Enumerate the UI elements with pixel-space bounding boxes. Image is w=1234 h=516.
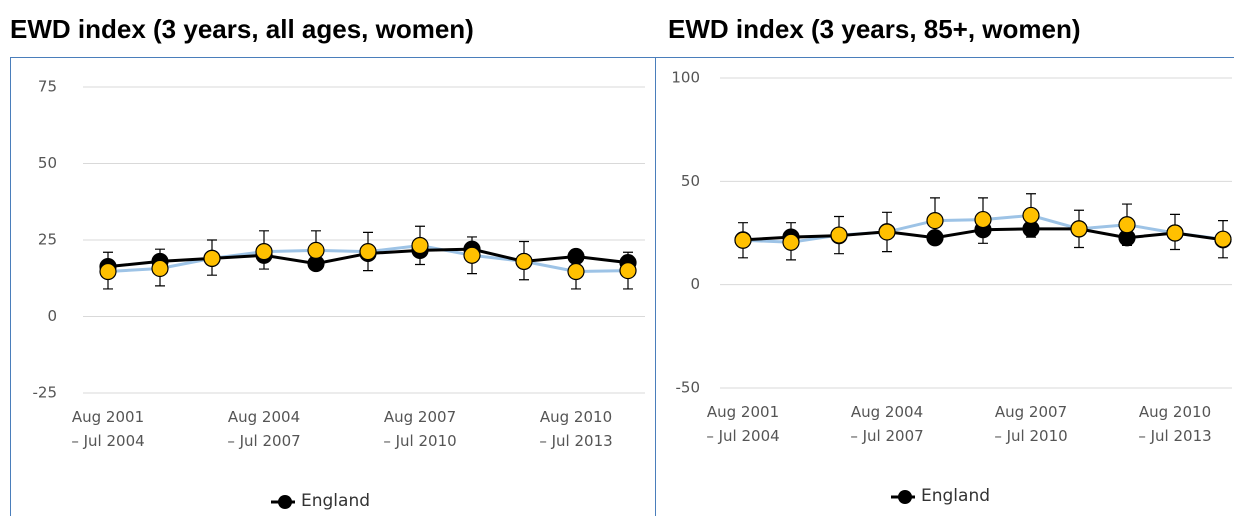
y-tick-label: 100 <box>671 69 700 87</box>
point <box>99 262 117 281</box>
x-tick-label: Aug 2001 – Jul 2004 <box>706 403 780 445</box>
legend-label: England <box>921 486 991 506</box>
y-tick-label: 75 <box>38 78 57 96</box>
y-tick-label: 50 <box>681 172 700 190</box>
y-tick-label: -25 <box>33 384 58 402</box>
x-tick-label: Aug 2007 – Jul 2010 <box>994 403 1068 445</box>
y-tick-label: -50 <box>676 379 701 397</box>
point <box>782 233 800 251</box>
point <box>619 262 637 280</box>
y-tick-label: 25 <box>38 231 57 249</box>
legend-marker <box>278 495 292 509</box>
point <box>1214 230 1232 248</box>
x-tick-label: Aug 2004 – Jul 2007 <box>850 403 924 445</box>
x-tick-label: Aug 2010 – Jul 2013 <box>1138 403 1212 445</box>
point <box>926 212 944 230</box>
point <box>307 241 325 260</box>
point <box>878 223 896 241</box>
legend-label: England <box>301 491 371 511</box>
point <box>1118 216 1136 234</box>
point <box>734 231 752 249</box>
y-tick-label: 50 <box>38 154 57 172</box>
x-tick-label: Aug 2001 – Jul 2004 <box>71 408 145 450</box>
x-tick-label: Aug 2010 – Jul 2013 <box>539 408 613 450</box>
point <box>463 246 481 264</box>
chart-title: EWD index (3 years, 85+, women) <box>668 14 1081 44</box>
point <box>830 226 848 244</box>
chart-title: EWD index (3 years, all ages, women) <box>10 14 474 44</box>
x-tick-label: Aug 2004 – Jul 2007 <box>227 408 301 450</box>
point <box>974 210 992 229</box>
point <box>255 243 273 261</box>
point <box>1166 224 1184 242</box>
x-tick-label: Aug 2007 – Jul 2010 <box>383 408 457 450</box>
point <box>203 249 221 267</box>
y-tick-label: 0 <box>690 275 700 293</box>
point <box>1022 206 1040 225</box>
legend-marker <box>898 490 912 504</box>
point <box>1070 220 1088 238</box>
point <box>359 243 377 261</box>
point <box>151 259 169 278</box>
y-tick-label: 0 <box>47 307 57 325</box>
point <box>411 236 429 255</box>
point <box>515 252 533 271</box>
point <box>567 262 585 281</box>
